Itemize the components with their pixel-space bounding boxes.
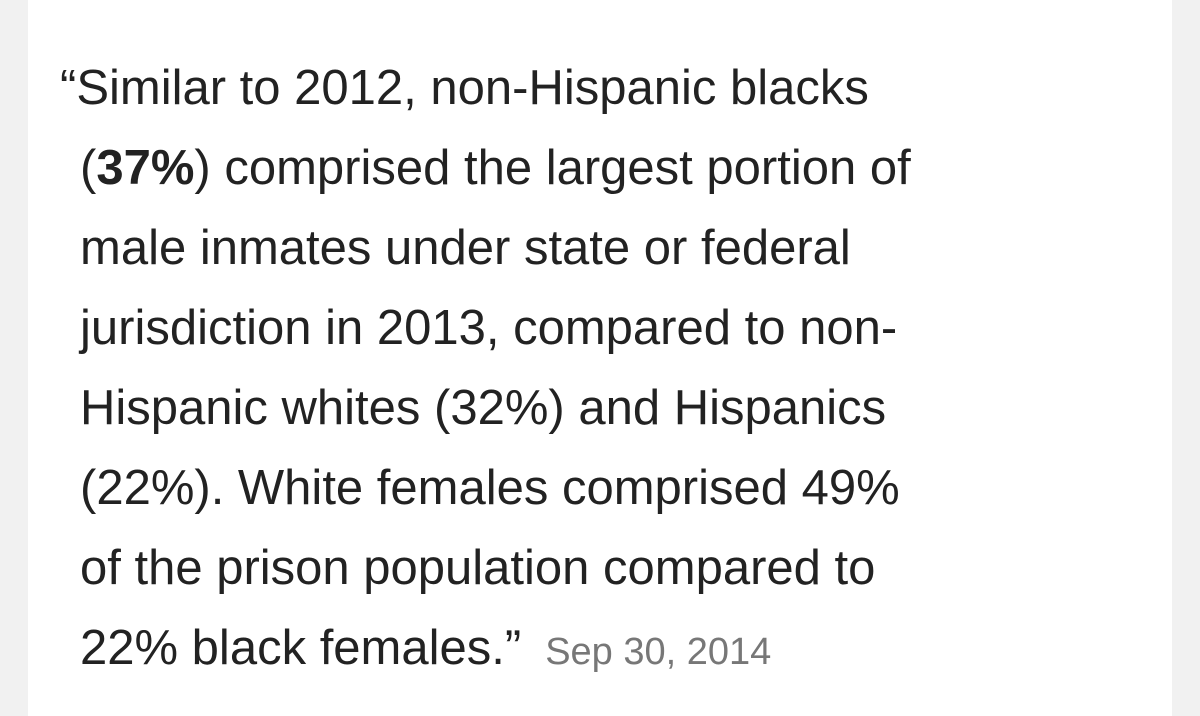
date: Sep 30, 2014	[545, 631, 772, 673]
quote-text: “Similar to 2012, non-Hispanic blacks	[60, 61, 869, 115]
quote-line: (22%). White females comprised 49%	[80, 448, 900, 528]
emphasis: 37%	[96, 141, 195, 195]
quote-line: “Similar to 2012, non-Hispanic blacks	[60, 48, 869, 128]
quote-card: “Similar to 2012, non-Hispanic blacks (37…	[28, 0, 1172, 716]
quote-line: (37%) comprised the largest portion of	[80, 128, 911, 208]
quote-text: (	[80, 141, 97, 195]
quote-text: (22%). White females comprised 49%	[80, 461, 900, 515]
quote-line: jurisdiction in 2013, compared to non-	[80, 288, 897, 368]
quote-line: 22% black females.” Sep 30, 2014	[80, 608, 771, 688]
quote-text: of the prison population compared to	[80, 541, 876, 595]
quote-text: 22% black females.”	[80, 621, 522, 675]
quote-text: ) comprised the largest portion of	[194, 141, 911, 195]
quote-line: Hispanic whites (32%) and Hispanics	[80, 368, 886, 448]
quote-text: jurisdiction in 2013, compared to non-	[80, 301, 898, 355]
quote-text: Hispanic whites (32%) and Hispanics	[80, 381, 887, 435]
quote-text: male inmates under state or federal	[80, 221, 851, 275]
quote-line: of the prison population compared to	[80, 528, 875, 608]
quote-line: male inmates under state or federal	[80, 208, 851, 288]
